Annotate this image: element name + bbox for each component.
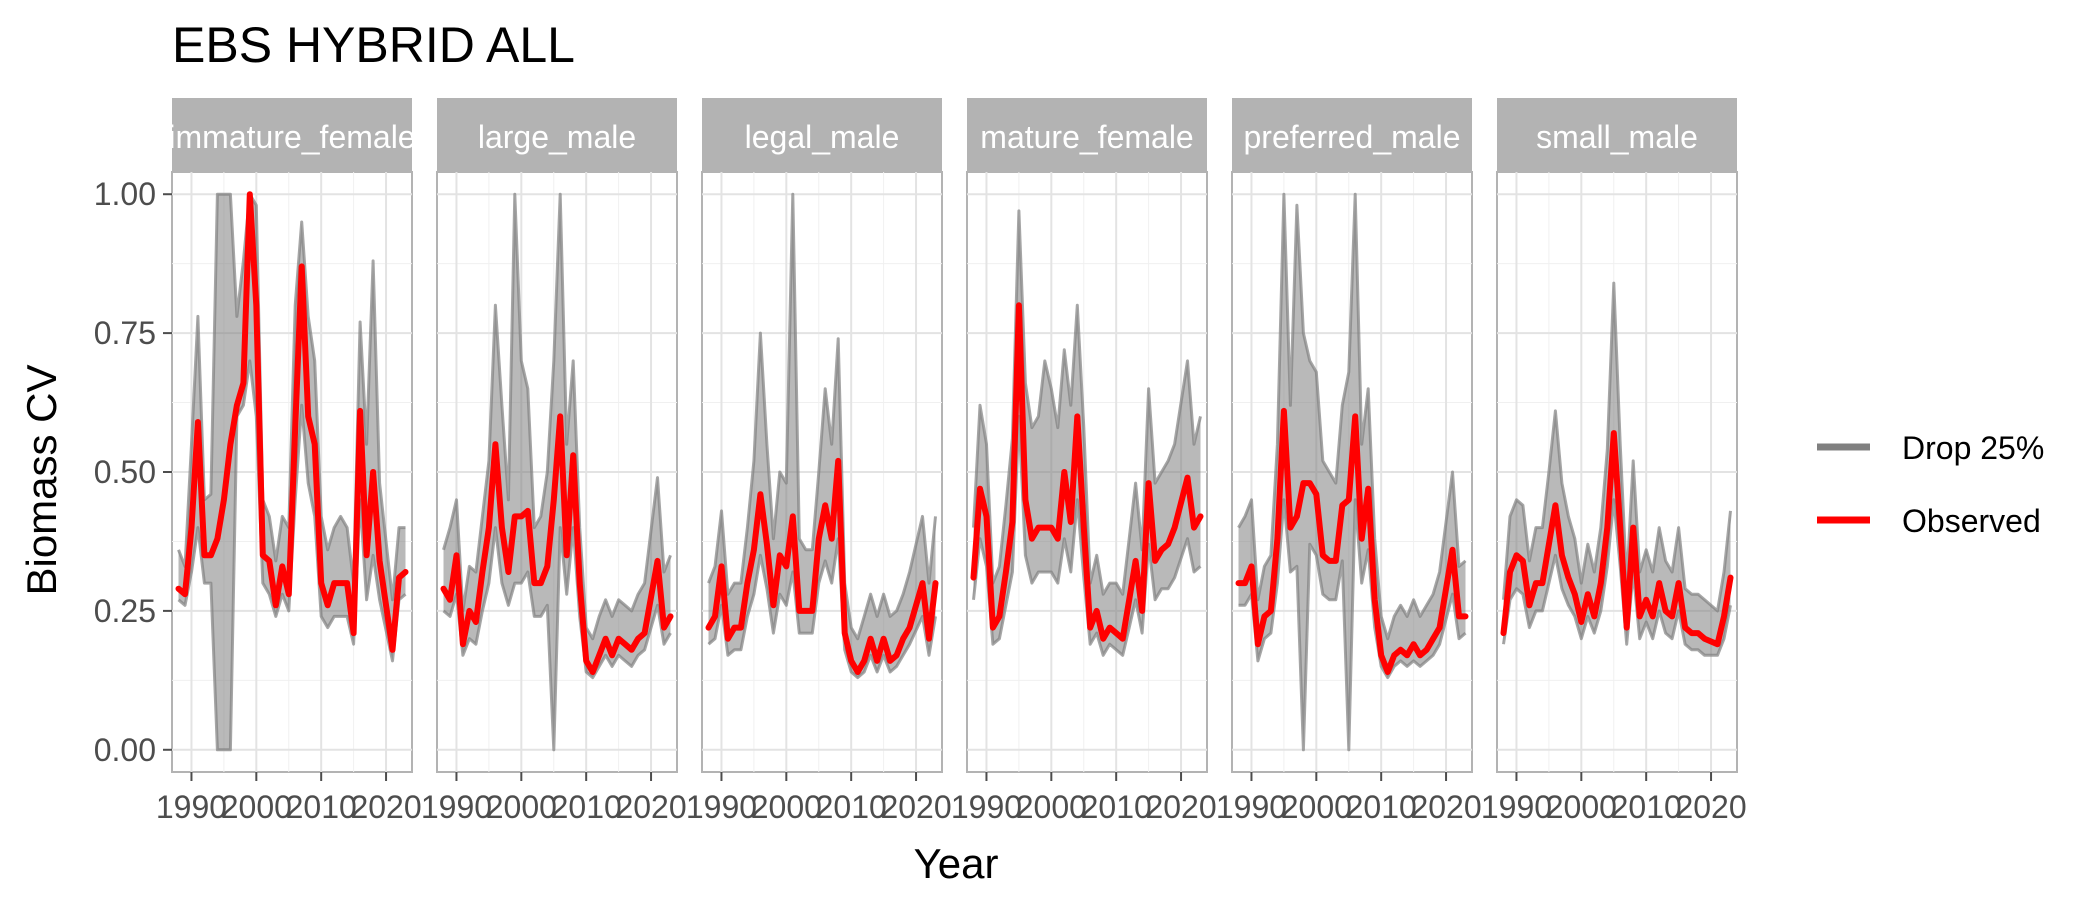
facet-panels: immature_female1990200020102020large_mal… — [156, 98, 1747, 825]
drop25-line — [972, 414, 1202, 657]
x-tick-label: 1990 — [951, 789, 1022, 825]
drop25-line — [442, 192, 672, 641]
facet-strip-label: small_male — [1536, 119, 1698, 155]
drop25-line — [972, 209, 1202, 596]
observed-line — [1500, 430, 1734, 648]
x-tick-label: 2010 — [1081, 789, 1152, 825]
x-tick-label: 1990 — [421, 789, 492, 825]
legend: Drop 25% Observed — [1817, 430, 2044, 539]
y-tick-label: 1.00 — [94, 176, 156, 212]
facet-strip — [702, 98, 942, 172]
x-tick-label: 2000 — [1016, 789, 1087, 825]
facet-strip — [967, 98, 1207, 172]
x-tick-label: 2010 — [286, 789, 357, 825]
drop25-line — [707, 192, 937, 641]
facet-strip-label: immature_female — [168, 119, 415, 155]
x-tick-label: 2020 — [880, 789, 951, 825]
observed-line — [705, 457, 939, 675]
facet-strip — [172, 98, 412, 172]
facet-strip — [1232, 98, 1472, 172]
x-tick-label: 2020 — [350, 789, 421, 825]
x-tick-label: 1990 — [1481, 789, 1552, 825]
drop25-line — [707, 537, 937, 680]
facet-strip-label: preferred_male — [1244, 119, 1461, 155]
x-tick-label: 2000 — [1546, 789, 1617, 825]
observed-line — [1235, 407, 1469, 675]
x-tick-label: 2020 — [615, 789, 686, 825]
x-tick-label: 2000 — [1281, 789, 1352, 825]
x-tick-label: 2010 — [1346, 789, 1417, 825]
drop25-line — [1237, 192, 1467, 641]
facet-strip-label: mature_female — [980, 119, 1193, 155]
y-tick-label: 0.25 — [94, 593, 156, 629]
drop25-line — [1502, 281, 1732, 613]
observed-line — [175, 191, 409, 653]
observed-line — [970, 302, 1204, 642]
chart-title: EBS HYBRID ALL — [172, 17, 575, 73]
y-axis: 0.00 0.25 0.50 0.75 1.00 — [94, 176, 172, 768]
drop25-line — [442, 526, 672, 752]
x-tick-label: 1990 — [1216, 789, 1287, 825]
y-tick-label: 0.00 — [94, 732, 156, 768]
x-tick-label: 2020 — [1410, 789, 1481, 825]
x-tick-label: 2000 — [221, 789, 292, 825]
facet-strip — [1497, 98, 1737, 172]
x-tick-label: 2010 — [551, 789, 622, 825]
x-tick-label: 2000 — [486, 789, 557, 825]
legend-label: Drop 25% — [1902, 430, 2044, 466]
x-tick-label: 2010 — [816, 789, 887, 825]
x-tick-label: 1990 — [686, 789, 757, 825]
facet-strip — [437, 98, 677, 172]
x-tick-label: 1990 — [156, 789, 227, 825]
drop25-line — [1238, 498, 1467, 752]
y-tick-label: 0.75 — [94, 315, 156, 351]
drop25-line — [1502, 498, 1732, 657]
x-tick-label: 2020 — [1145, 789, 1216, 825]
x-tick-label: 2000 — [751, 789, 822, 825]
y-tick-label: 0.50 — [94, 454, 156, 490]
facet-strip-label: legal_male — [745, 119, 900, 155]
facet-strip-label: large_male — [478, 119, 636, 155]
observed-line — [440, 413, 674, 675]
legend-label: Observed — [1902, 503, 2041, 539]
x-tick-label: 2020 — [1675, 789, 1746, 825]
x-tick-label: 2010 — [1611, 789, 1682, 825]
drop25-line — [177, 359, 407, 752]
y-axis-label: Biomass CV — [18, 364, 65, 595]
x-axis-label: Year — [914, 840, 999, 887]
